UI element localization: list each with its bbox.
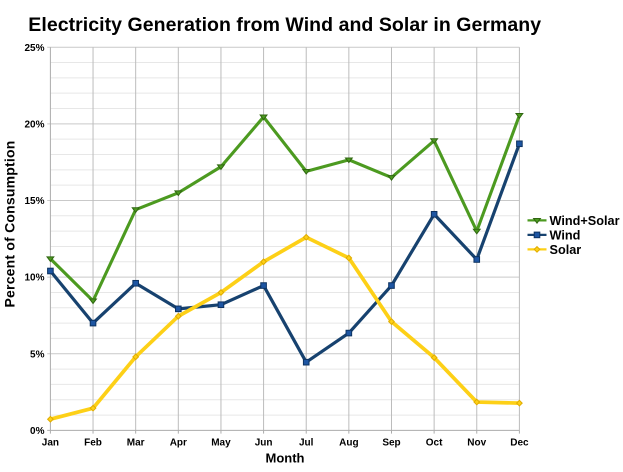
svg-text:Feb: Feb bbox=[84, 438, 102, 449]
svg-text:Jul: Jul bbox=[299, 438, 314, 449]
svg-text:5%: 5% bbox=[30, 349, 45, 360]
svg-text:Nov: Nov bbox=[467, 438, 486, 449]
svg-text:Wind+Solar: Wind+Solar bbox=[550, 214, 620, 228]
svg-text:15%: 15% bbox=[24, 196, 44, 207]
svg-text:Dec: Dec bbox=[510, 438, 529, 449]
svg-text:Electricity Generation from Wi: Electricity Generation from Wind and Sol… bbox=[28, 14, 541, 36]
svg-text:Month: Month bbox=[266, 451, 305, 466]
svg-text:Sep: Sep bbox=[382, 438, 400, 449]
svg-text:Solar: Solar bbox=[550, 243, 582, 257]
svg-text:Wind: Wind bbox=[550, 228, 581, 242]
svg-text:Jan: Jan bbox=[42, 438, 59, 449]
svg-text:May: May bbox=[211, 438, 231, 449]
svg-text:0%: 0% bbox=[30, 426, 45, 437]
svg-text:Apr: Apr bbox=[170, 438, 187, 449]
svg-text:25%: 25% bbox=[24, 43, 44, 54]
svg-text:10%: 10% bbox=[24, 273, 44, 284]
svg-text:Jun: Jun bbox=[255, 438, 273, 449]
svg-text:Mar: Mar bbox=[127, 438, 145, 449]
svg-text:Aug: Aug bbox=[339, 438, 358, 449]
svg-text:Oct: Oct bbox=[426, 438, 443, 449]
svg-text:20%: 20% bbox=[24, 119, 44, 130]
svg-text:Percent of Consumption: Percent of Consumption bbox=[2, 141, 18, 308]
